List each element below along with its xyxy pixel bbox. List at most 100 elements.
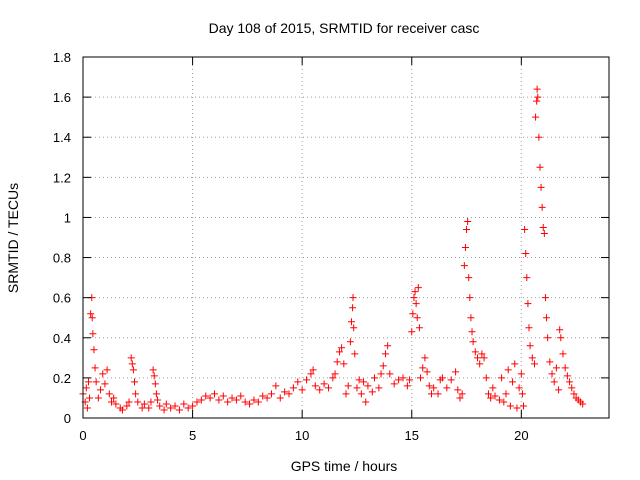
data-point [128, 360, 136, 368]
data-point [423, 368, 431, 376]
data-point [84, 378, 92, 386]
data-point [537, 183, 545, 191]
x-tick-label: 0 [79, 428, 86, 443]
data-point [548, 370, 556, 378]
data-point [480, 354, 488, 362]
data-point [406, 376, 414, 384]
data-point [538, 203, 546, 211]
data-point [276, 394, 284, 402]
data-point [193, 398, 201, 406]
data-point [107, 398, 115, 406]
data-point [289, 384, 297, 392]
data-point [206, 394, 214, 402]
data-point [134, 398, 142, 406]
data-point [546, 358, 554, 366]
data-point [82, 384, 90, 392]
data-point [329, 374, 337, 382]
data-point [540, 229, 548, 237]
data-point [506, 402, 514, 410]
data-point [324, 384, 332, 392]
data-point [411, 288, 419, 296]
data-point [541, 294, 549, 302]
data-point [351, 350, 359, 358]
data-point [561, 364, 569, 372]
data-point [197, 396, 205, 404]
data-point [469, 338, 477, 346]
data-point [521, 225, 529, 233]
data-point [224, 398, 232, 406]
data-point [151, 380, 159, 388]
x-tick-label: 15 [405, 428, 419, 443]
data-point [149, 366, 157, 374]
data-point [180, 400, 188, 408]
y-tick-label: 1.8 [53, 50, 71, 65]
data-point [570, 390, 578, 398]
data-point [298, 386, 306, 394]
data-point [83, 404, 91, 412]
data-point [415, 324, 423, 332]
data-point [456, 394, 464, 402]
data-point [357, 390, 365, 398]
data-point [386, 370, 394, 378]
x-tick-label: 10 [295, 428, 309, 443]
data-point [150, 372, 158, 380]
data-point [112, 400, 120, 408]
data-point [395, 376, 403, 384]
data-point [463, 225, 471, 233]
data-point [215, 396, 223, 404]
data-point [513, 404, 521, 412]
data-point [331, 370, 339, 378]
data-point [526, 342, 534, 350]
data-point [125, 398, 133, 406]
data-point [556, 326, 564, 334]
data-point [525, 324, 533, 332]
data-point [92, 378, 100, 386]
data-point [414, 284, 422, 292]
data-point [167, 404, 175, 412]
y-tick-label: 0.6 [53, 291, 71, 306]
data-point [460, 262, 468, 270]
data-point [458, 390, 466, 398]
data-point [390, 380, 398, 388]
data-point [454, 386, 462, 394]
data-point [500, 398, 508, 406]
data-point [232, 396, 240, 404]
data-point [355, 376, 363, 384]
data-point [162, 400, 170, 408]
data-point [105, 390, 113, 398]
data-point [509, 378, 517, 386]
data-point [132, 390, 140, 398]
data-point [536, 163, 544, 171]
data-point [211, 390, 218, 398]
data-point [518, 390, 526, 398]
data-point [175, 406, 183, 414]
data-point [333, 358, 341, 366]
data-point [259, 392, 267, 400]
data-point [511, 360, 519, 368]
data-point [160, 406, 168, 414]
data-point [152, 390, 160, 398]
data-point [410, 294, 418, 302]
data-point [250, 396, 258, 404]
data-point [353, 384, 361, 392]
x-tick-label: 20 [514, 428, 528, 443]
data-point [272, 382, 280, 390]
data-point [342, 390, 350, 398]
data-point [99, 370, 107, 378]
y-tick-label: 0.4 [53, 331, 71, 346]
data-point [370, 374, 378, 382]
data-point [555, 386, 563, 394]
data-point [543, 314, 551, 322]
x-axis-label: GPS time / hours [291, 458, 398, 474]
data-point [535, 133, 543, 141]
data-point [495, 396, 503, 404]
data-point [478, 350, 486, 358]
chart-title: Day 108 of 2015, SRMTID for receiver cas… [209, 20, 480, 36]
data-point [103, 366, 111, 374]
data-point [533, 85, 541, 93]
data-point [237, 392, 245, 400]
data-point [90, 346, 98, 354]
tick-labels: 0 0.2 0.4 0.6 0.8 1 1.2 1.4 1.6 1.8 0 5 10 15 20 [53, 50, 529, 443]
data-point [417, 374, 425, 382]
data-point [413, 314, 421, 322]
